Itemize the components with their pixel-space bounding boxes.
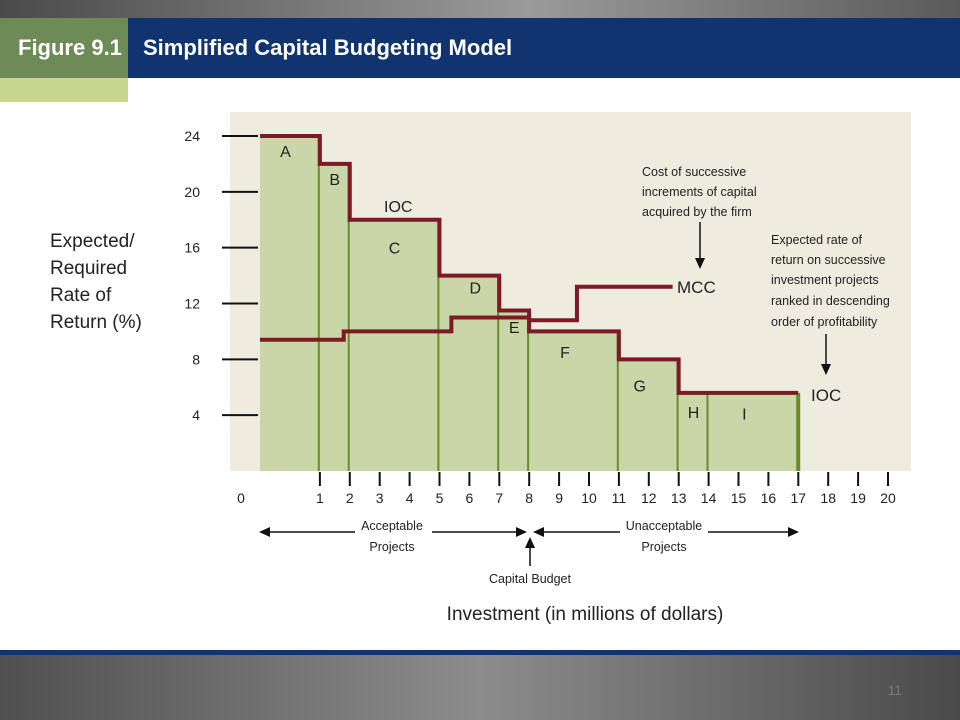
unacceptable-label-line2: Projects: [641, 540, 686, 554]
figure-label: Figure 9.1: [0, 18, 128, 78]
y-tick-label-8: 8: [192, 351, 200, 367]
svg-text:increments of capital: increments of capital: [642, 185, 757, 199]
x-tick-label-4: 4: [406, 490, 414, 506]
svg-text:return on successive: return on successive: [771, 253, 886, 267]
svg-text:Return (%): Return (%): [50, 312, 142, 333]
x-tick-label-9: 9: [555, 490, 563, 506]
x-axis-title: Investment (in millions of dollars): [447, 604, 724, 625]
bar-project-c: [349, 219, 440, 471]
mcc-label: MCC: [677, 278, 716, 297]
x-tick-label-20: 20: [880, 490, 896, 506]
acceptable-arrowhead-left: [259, 527, 270, 537]
bar-label-f: F: [560, 345, 570, 362]
figure-title: Simplified Capital Budgeting Model: [143, 35, 513, 60]
svg-text:order of profitability: order of profitability: [771, 315, 878, 329]
unacceptable-arrowhead-right: [788, 527, 799, 537]
figure-label-accent: [0, 78, 128, 102]
y-tick-label-24: 24: [184, 128, 200, 144]
bar-project-a: [260, 136, 320, 471]
bar-label-i: I: [742, 406, 746, 423]
x-tick-label-16: 16: [761, 490, 777, 506]
x-tick-label-15: 15: [731, 490, 747, 506]
x-tick-label-6: 6: [466, 490, 474, 506]
svg-text:Expected/: Expected/: [50, 231, 135, 252]
page-number: 11: [887, 682, 902, 698]
bar-label-b: B: [329, 172, 340, 189]
y-tick-label-16: 16: [184, 240, 200, 256]
x-tick-label-12: 12: [641, 490, 657, 506]
x-tick-label-7: 7: [495, 490, 503, 506]
x-tick-label-18: 18: [820, 490, 836, 506]
bar-project-i: [708, 392, 799, 471]
x-tick-label-13: 13: [671, 490, 687, 506]
x-tick-label-14: 14: [701, 490, 717, 506]
x-tick-label-10: 10: [581, 490, 597, 506]
bar-label-a: A: [280, 144, 291, 161]
acceptable-label-line2: Projects: [369, 540, 414, 554]
svg-text:acquired by the firm: acquired by the firm: [642, 205, 752, 219]
x-tick-label-5: 5: [436, 490, 444, 506]
ioc-annotation: Expected rate of return on successive in…: [771, 233, 890, 329]
bar-project-e: [499, 310, 530, 471]
bar-project-f: [529, 331, 619, 471]
bar-label-g: G: [634, 378, 646, 395]
capital-budget-label: Capital Budget: [489, 572, 572, 586]
unacceptable-label-line1: Unacceptable: [626, 519, 702, 533]
bar-label-h: H: [688, 405, 700, 422]
ioc-label-upper: IOC: [384, 199, 412, 216]
x-tick-label-2: 2: [346, 490, 354, 506]
mcc-annotation: Cost of successive increments of capital…: [642, 165, 757, 219]
bottom-decor-bar: [0, 650, 960, 720]
x-tick-label-17: 17: [791, 490, 807, 506]
ioc-label-right: IOC: [811, 386, 841, 405]
svg-text:investment projects: investment projects: [771, 273, 879, 287]
mcc-annotation-arrowhead: [695, 258, 705, 269]
bar-project-g: [618, 359, 679, 471]
top-decor-bar: [0, 0, 960, 18]
y-tick-label-12: 12: [184, 296, 200, 312]
x-tick-label-0: 0: [237, 490, 245, 506]
capital-budget-arrowhead: [525, 537, 535, 548]
mcc-step-line: [260, 284, 673, 342]
svg-text:Required: Required: [50, 258, 127, 279]
acceptable-label-line1: Acceptable: [361, 519, 423, 533]
figure-header: [0, 18, 960, 78]
svg-text:Rate of: Rate of: [50, 285, 112, 306]
y-axis-title: Expected/ Required Rate of Return (%): [50, 231, 142, 333]
x-tick-label-8: 8: [525, 490, 533, 506]
ioc-annotation-arrowhead: [821, 364, 831, 375]
ioc-step-line: [260, 134, 799, 395]
x-tick-label-3: 3: [376, 490, 384, 506]
bar-label-d: D: [469, 281, 481, 298]
x-tick-label-11: 11: [612, 490, 627, 506]
bar-label-e: E: [509, 320, 520, 337]
svg-text:Expected rate of: Expected rate of: [771, 233, 863, 247]
y-tick-label-20: 20: [184, 184, 200, 200]
acceptable-arrowhead-right: [516, 527, 527, 537]
unacceptable-arrowhead-left: [533, 527, 544, 537]
x-tick-label-19: 19: [850, 490, 866, 506]
x-tick-label-1: 1: [316, 490, 324, 506]
bar-project-b: [319, 163, 350, 471]
bar-label-c: C: [389, 240, 401, 257]
svg-text:Cost of successive: Cost of successive: [642, 165, 746, 179]
bar-project-h: [678, 392, 709, 471]
svg-text:ranked in descending: ranked in descending: [771, 294, 890, 308]
y-tick-label-4: 4: [192, 407, 200, 423]
bar-project-d: [439, 275, 500, 471]
